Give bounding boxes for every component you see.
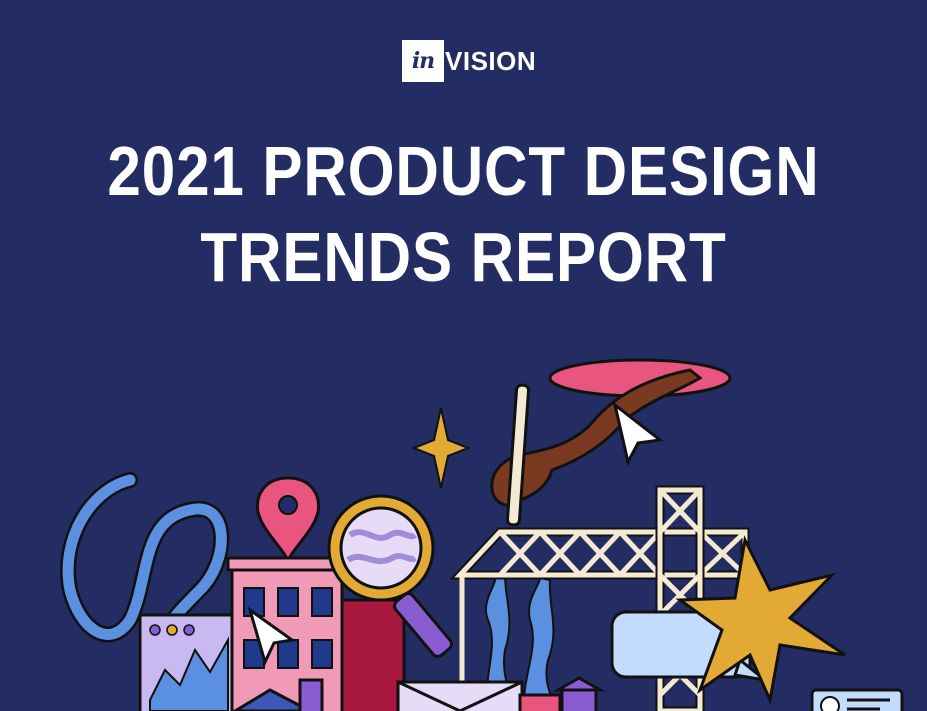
id-card-icon (810, 688, 904, 711)
magnifying-glass-icon (327, 494, 453, 658)
building-icon (226, 556, 406, 711)
hero-illustration (60, 358, 904, 711)
cursor-arrow-icon (612, 401, 664, 467)
page-title: 2021 PRODUCT DESIGN TRENDS REPORT (65, 128, 862, 300)
sparkle-icon (411, 407, 471, 489)
house-icon (232, 678, 324, 711)
location-pin-icon (255, 476, 321, 564)
tower-icon (518, 676, 606, 711)
invision-logo: in VISION (402, 40, 536, 82)
envelope-icon (396, 680, 524, 711)
chart-window-icon (138, 613, 242, 711)
cable-icon (60, 472, 230, 708)
title-line-1: 2021 PRODUCT DESIGN (107, 132, 820, 210)
hand-with-pen-icon (490, 368, 703, 527)
logo-wordmark: VISION (445, 45, 537, 76)
logo-mark: in (402, 40, 444, 82)
star-burst-icon (675, 535, 846, 706)
title-line-2: TRENDS REPORT (200, 218, 727, 296)
